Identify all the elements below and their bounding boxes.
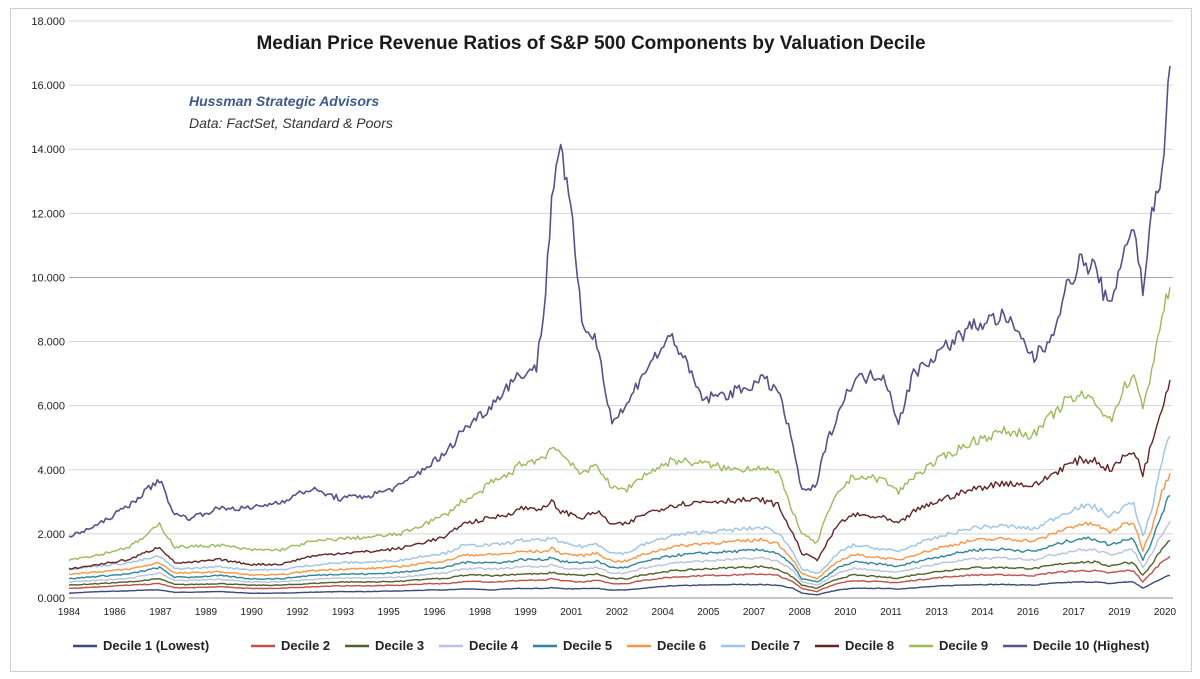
x-tick-label: 2007 [743, 607, 766, 618]
x-tick-label: 2020 [1154, 607, 1177, 618]
chart-frame: 0.000 2.000 4.000 6.000 8.000 10.000 12.000 14.… [10, 8, 1192, 672]
x-tick-label: 2017 [1063, 607, 1086, 618]
y-tick-label: 14.000 [31, 144, 65, 156]
legend-label: Decile 2 [281, 638, 330, 653]
y-tick-label: 12.000 [31, 208, 65, 220]
series-line-decile-1 [68, 574, 1170, 596]
x-tick-label: 1995 [378, 607, 401, 618]
x-tick-label: 2008 [789, 607, 812, 618]
x-tick-label: 1986 [104, 607, 127, 618]
legend-label: Decile 5 [563, 638, 612, 653]
series-line-decile-7 [68, 435, 1171, 574]
x-tick-label: 2002 [606, 607, 629, 618]
y-tick-label: 16.000 [31, 80, 65, 92]
series-line-decile-4 [68, 520, 1171, 586]
series-line-decile-3 [68, 539, 1171, 589]
legend: Decile 1 (Lowest) Decile 2 Decile 3 Decile … [73, 638, 1149, 653]
gridlines [69, 20, 1173, 599]
series-lines [68, 65, 1171, 596]
y-tick-label: 0.000 [37, 593, 65, 605]
x-tick-label: 1990 [241, 607, 264, 618]
x-tick-label: 2016 [1017, 607, 1040, 618]
chart-title: Median Price Revenue Ratios of S&P 500 C… [256, 33, 925, 54]
x-tick-label: 1984 [58, 607, 81, 618]
x-tick-label: 2005 [697, 607, 720, 618]
y-tick-label: 8.000 [37, 337, 65, 349]
legend-label: Decile 4 [469, 638, 519, 653]
x-tick-label: 1989 [195, 607, 218, 618]
series-line-decile-10 [68, 65, 1171, 538]
series-line-decile-5 [68, 494, 1171, 583]
x-tick-label: 2011 [880, 607, 902, 618]
x-tick-label: 1998 [469, 607, 492, 618]
legend-label: Decile 3 [375, 638, 424, 653]
credit-line-1: Hussman Strategic Advisors [189, 93, 379, 109]
series-line-decile-2 [69, 555, 1171, 593]
y-axis-ticks: 0.000 2.000 4.000 6.000 8.000 10.000 12.000 14.… [31, 16, 65, 605]
y-tick-label: 18.000 [31, 16, 65, 28]
y-tick-label: 2.000 [37, 529, 65, 541]
legend-label: Decile 6 [657, 638, 706, 653]
x-tick-label: 2019 [1108, 607, 1131, 618]
x-tick-label: 2010 [834, 607, 857, 618]
x-tick-label: 2014 [971, 607, 994, 618]
series-line-decile-9 [68, 286, 1171, 562]
x-axis-ticks: 1984 1986 1987 1989 1990 1992 1993 1995 1996 1998… [58, 607, 1177, 618]
x-tick-label: 2001 [560, 607, 583, 618]
x-tick-label: 1987 [149, 607, 172, 618]
x-tick-label: 1996 [423, 607, 446, 618]
y-tick-label: 10.000 [31, 272, 65, 284]
series-line-decile-8 [68, 379, 1171, 570]
legend-label: Decile 1 (Lowest) [103, 638, 209, 653]
legend-label: Decile 8 [845, 638, 894, 653]
legend-label: Decile 7 [751, 638, 800, 653]
legend-label: Decile 10 (Highest) [1033, 638, 1149, 653]
chart-canvas: 0.000 2.000 4.000 6.000 8.000 10.000 12.000 14.… [31, 16, 1177, 653]
series-line-decile-6 [68, 472, 1171, 580]
y-tick-label: 4.000 [37, 465, 65, 477]
x-tick-label: 2004 [652, 607, 675, 618]
x-tick-label: 1999 [515, 607, 538, 618]
credit-line-2: Data: FactSet, Standard & Poors [189, 115, 393, 131]
legend-label: Decile 9 [939, 638, 988, 653]
x-tick-label: 1993 [332, 607, 355, 618]
x-tick-label: 1992 [286, 607, 309, 618]
y-tick-label: 6.000 [37, 401, 65, 413]
x-tick-label: 2013 [926, 607, 949, 618]
